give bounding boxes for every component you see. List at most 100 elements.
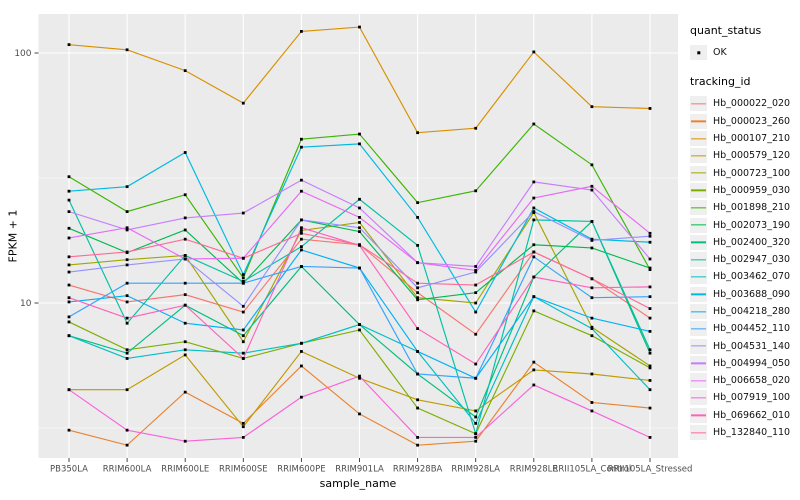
data-point bbox=[300, 145, 303, 149]
legend-line-icon bbox=[691, 172, 706, 174]
legend-tracking-entries: Hb_000022_020 Hb_000023_260 Hb_000107_210 H… bbox=[690, 95, 800, 441]
data-point bbox=[358, 374, 361, 378]
data-point bbox=[648, 285, 652, 289]
legend-line-icon bbox=[691, 414, 706, 416]
data-point bbox=[67, 315, 71, 319]
data-point bbox=[474, 439, 478, 443]
data-point bbox=[125, 210, 129, 214]
data-point bbox=[590, 105, 594, 109]
legend-line-icon bbox=[691, 189, 706, 192]
legend-line-icon bbox=[691, 258, 706, 261]
legend-key-swatch bbox=[690, 321, 707, 337]
data-point bbox=[532, 250, 536, 254]
legend-entry: Hb_004531_140 bbox=[690, 337, 800, 354]
data-point bbox=[474, 265, 478, 268]
data-point bbox=[67, 43, 71, 47]
data-point bbox=[125, 351, 129, 355]
data-point bbox=[125, 185, 129, 189]
data-point bbox=[241, 280, 245, 283]
data-point bbox=[590, 188, 594, 192]
data-point bbox=[67, 210, 71, 214]
data-point bbox=[67, 263, 71, 267]
legend-entry: Hb_000579_120 bbox=[690, 147, 800, 164]
legend-entry: Hb_001898_210 bbox=[690, 199, 800, 216]
legend-line-icon bbox=[691, 310, 706, 313]
data-point bbox=[67, 428, 71, 432]
data-point bbox=[300, 248, 303, 252]
legend-line-icon bbox=[691, 103, 706, 105]
data-point bbox=[300, 245, 303, 249]
data-point bbox=[300, 229, 303, 232]
data-point bbox=[300, 226, 303, 230]
legend-key-swatch bbox=[690, 217, 707, 233]
legend-line-icon bbox=[691, 345, 706, 347]
data-point bbox=[358, 376, 361, 380]
legend-line-icon bbox=[691, 224, 706, 226]
legend-entry-label: Hb_002947_030 bbox=[713, 254, 791, 266]
data-point bbox=[648, 316, 652, 320]
legend-entry-label: Hb_003462_070 bbox=[713, 271, 791, 283]
legend-entry-label: Hb_000107_210 bbox=[713, 133, 791, 145]
data-point bbox=[183, 353, 187, 357]
data-point bbox=[67, 226, 71, 230]
data-point bbox=[532, 206, 536, 210]
data-point bbox=[532, 196, 536, 200]
data-point bbox=[183, 321, 187, 325]
data-point bbox=[183, 69, 187, 73]
data-point bbox=[474, 362, 478, 366]
legend-line-icon bbox=[691, 137, 706, 140]
data-point bbox=[532, 275, 536, 279]
legend-key-swatch bbox=[690, 286, 707, 302]
data-point bbox=[241, 351, 245, 355]
data-point bbox=[474, 436, 478, 439]
data-point bbox=[67, 270, 71, 274]
data-point bbox=[241, 101, 245, 105]
data-point bbox=[590, 372, 594, 376]
data-point bbox=[241, 357, 245, 360]
data-point bbox=[300, 395, 303, 399]
legend-entry: Hb_007919_100 bbox=[690, 389, 800, 406]
data-point bbox=[125, 263, 129, 267]
data-point bbox=[300, 218, 303, 222]
data-point bbox=[125, 258, 129, 262]
legend-entry: Hb_002400_320 bbox=[690, 234, 800, 251]
data-point bbox=[416, 291, 419, 295]
data-point bbox=[241, 256, 245, 260]
data-point bbox=[300, 189, 303, 193]
data-point bbox=[532, 122, 536, 126]
legend-key-swatch bbox=[690, 269, 707, 285]
data-point bbox=[241, 421, 245, 425]
data-point bbox=[474, 376, 478, 380]
legend-entry-label: Hb_003688_090 bbox=[713, 288, 791, 300]
data-point bbox=[183, 303, 187, 307]
data-point bbox=[474, 301, 478, 305]
data-point bbox=[67, 334, 71, 338]
data-point bbox=[648, 388, 652, 392]
data-point bbox=[125, 428, 129, 432]
legend-entry-label: Hb_000723_100 bbox=[713, 167, 791, 179]
data-point bbox=[183, 390, 187, 394]
legend-entry-label: Hb_006658_020 bbox=[713, 375, 791, 387]
legend-entry-label: Hb_007919_100 bbox=[713, 392, 791, 404]
data-point bbox=[125, 443, 129, 447]
data-point bbox=[241, 328, 245, 332]
data-point bbox=[416, 406, 419, 410]
data-point bbox=[358, 412, 361, 416]
data-point bbox=[648, 295, 652, 299]
x-tick-label: RRII105LA_Stressed bbox=[608, 465, 693, 475]
data-point bbox=[532, 368, 536, 372]
legend-entry: Hb_000022_020 bbox=[690, 95, 800, 112]
data-point bbox=[648, 366, 652, 370]
legend-entry: Hb_000959_030 bbox=[690, 182, 800, 199]
legend-entry-label: Hb_004994_050 bbox=[713, 357, 791, 369]
legend-entry: Hb_003688_090 bbox=[690, 286, 800, 303]
data-point bbox=[183, 193, 187, 197]
data-point bbox=[125, 321, 129, 325]
legend-entry-label: Hb_069662_010 bbox=[713, 409, 791, 421]
data-point bbox=[358, 221, 361, 224]
data-point bbox=[590, 316, 594, 320]
data-point bbox=[416, 131, 419, 135]
y-axis-title: FPKM + 1 bbox=[6, 209, 20, 263]
data-point bbox=[648, 329, 652, 333]
